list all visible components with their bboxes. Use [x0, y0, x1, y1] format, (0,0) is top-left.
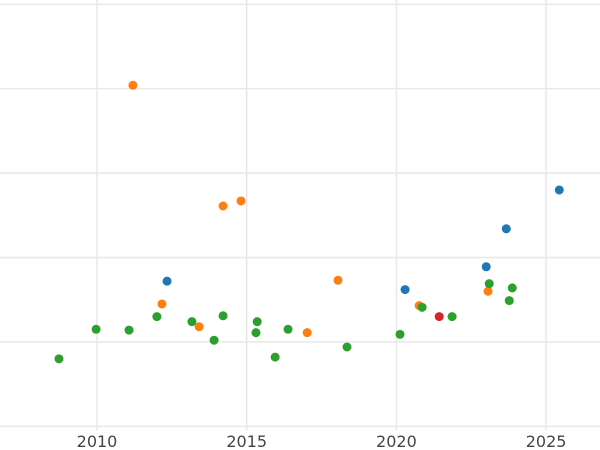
data-point-series-0: [162, 276, 172, 286]
x-tick-label: 2025: [526, 432, 567, 450]
grid: [0, 0, 600, 430]
data-point-series-2: [507, 283, 517, 293]
data-point-series-2: [395, 329, 405, 339]
data-point-series-3: [434, 312, 444, 322]
data-point-series-2: [270, 352, 280, 362]
data-point-series-2: [504, 296, 514, 306]
data-point-series-0: [481, 262, 491, 272]
data-point-series-1: [302, 328, 312, 338]
data-point-series-2: [484, 279, 494, 289]
data-point-series-1: [333, 275, 343, 285]
data-point-series-2: [152, 312, 162, 322]
data-point-series-0: [501, 224, 511, 234]
data-point-series-2: [447, 312, 457, 322]
data-point-series-1: [218, 201, 228, 211]
data-point-series-1: [483, 286, 493, 296]
data-point-series-0: [554, 185, 564, 195]
data-point-series-2: [124, 325, 134, 335]
x-tick-label: 2010: [77, 432, 118, 450]
data-point-series-2: [342, 342, 352, 352]
data-point-series-1: [236, 196, 246, 206]
data-point-series-2: [283, 324, 293, 334]
data-point-series-2: [209, 335, 219, 345]
x-tick-label: 2015: [226, 432, 267, 450]
data-point-series-1: [157, 299, 167, 309]
data-point-series-2: [91, 324, 101, 334]
x-tick-label: 2020: [376, 432, 417, 450]
data-point-series-2: [251, 328, 261, 338]
data-point-series-0: [400, 285, 410, 295]
data-point-series-1: [128, 80, 138, 90]
data-point-series-2: [187, 317, 197, 327]
data-point-series-2: [417, 302, 427, 312]
x-axis-ticks: 2010 2015 2020 2025: [77, 432, 567, 450]
data-point-series-2: [218, 311, 228, 321]
data-point-series-1: [194, 322, 204, 332]
data-points: [54, 80, 564, 364]
data-point-series-2: [252, 317, 262, 327]
data-point-series-2: [54, 354, 64, 364]
